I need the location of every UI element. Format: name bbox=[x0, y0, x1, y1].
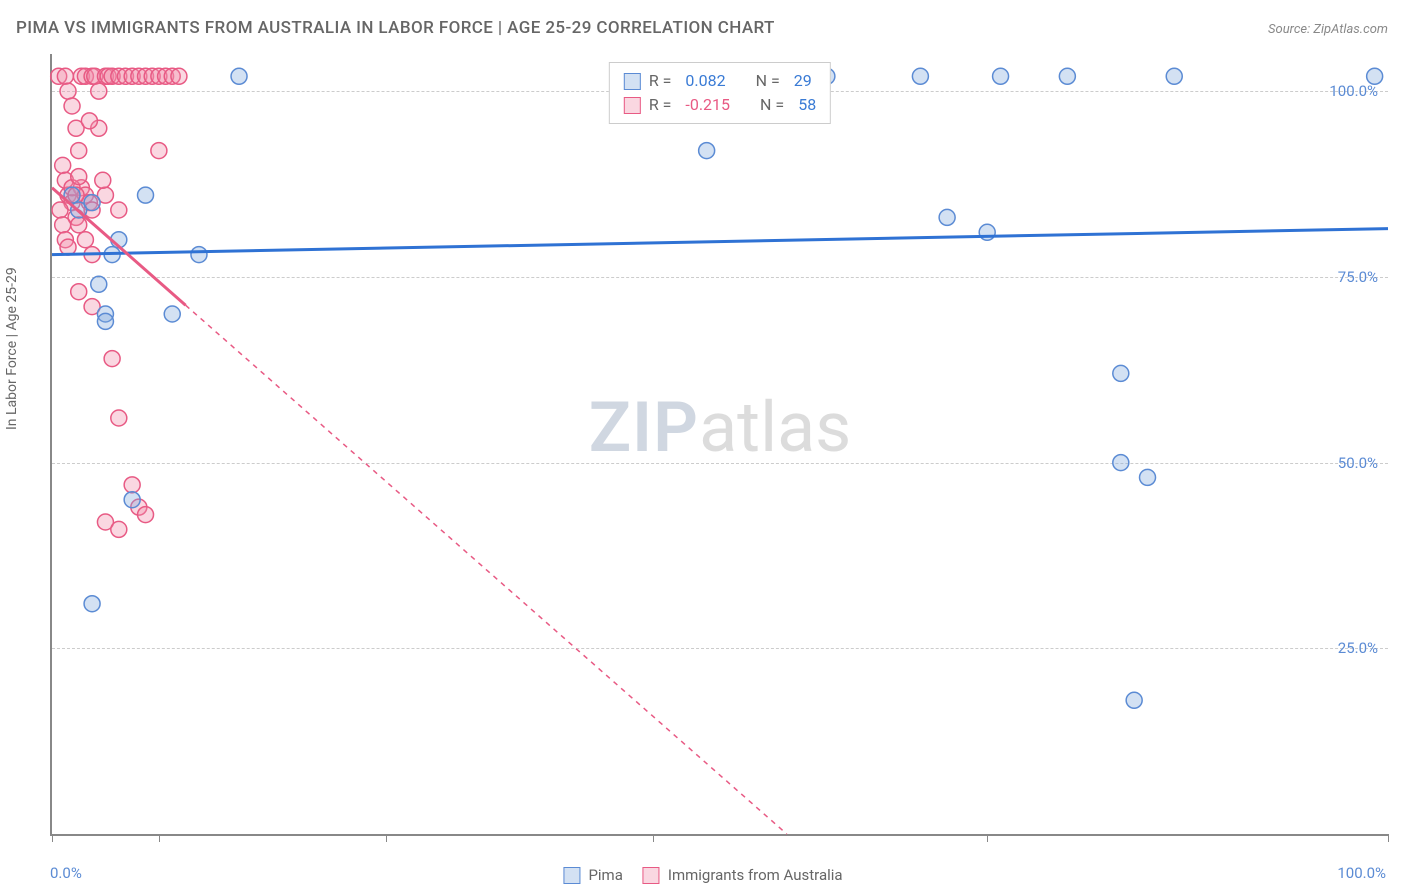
x-tick bbox=[1388, 834, 1389, 842]
scatter-point-blue bbox=[1113, 455, 1129, 471]
r-value-blue: 0.082 bbox=[685, 69, 725, 93]
scatter-point-pink bbox=[171, 68, 187, 84]
scatter-point-blue bbox=[164, 306, 180, 322]
r-label: R = bbox=[649, 69, 672, 93]
scatter-point-pink bbox=[95, 172, 111, 188]
scatter-point-pink bbox=[138, 507, 154, 523]
scatter-point-pink bbox=[111, 410, 127, 426]
trendline-blue bbox=[52, 229, 1388, 255]
legend-item-australia: Immigrants from Australia bbox=[643, 866, 843, 884]
scatter-point-blue bbox=[1367, 68, 1383, 84]
scatter-point-blue bbox=[191, 247, 207, 263]
stats-legend-box: R = 0.082 N = 29 R = -0.215 N = 58 bbox=[609, 62, 831, 124]
x-tick bbox=[386, 834, 387, 842]
n-label: N = bbox=[756, 69, 780, 93]
scatter-point-pink bbox=[71, 217, 87, 233]
scatter-point-blue bbox=[1140, 469, 1156, 485]
scatter-point-blue bbox=[912, 68, 928, 84]
scatter-point-blue bbox=[939, 209, 955, 225]
x-axis-min-label: 0.0% bbox=[50, 864, 82, 882]
stats-row-blue: R = 0.082 N = 29 bbox=[624, 69, 816, 93]
scatter-point-pink bbox=[55, 157, 71, 173]
x-tick bbox=[987, 834, 988, 842]
square-icon bbox=[624, 97, 641, 114]
scatter-point-blue bbox=[1126, 692, 1142, 708]
y-axis-label: In Labor Force | Age 25-29 bbox=[4, 267, 20, 430]
scatter-point-blue bbox=[1059, 68, 1075, 84]
scatter-point-blue bbox=[91, 276, 107, 292]
scatter-point-blue bbox=[84, 596, 100, 612]
stats-row-pink: R = -0.215 N = 58 bbox=[624, 93, 816, 117]
scatter-point-blue bbox=[97, 313, 113, 329]
bottom-legend: Pima Immigrants from Australia bbox=[563, 866, 842, 884]
square-icon bbox=[643, 867, 660, 884]
scatter-point-blue bbox=[84, 195, 100, 211]
scatter-point-blue bbox=[993, 68, 1009, 84]
legend-item-pima: Pima bbox=[563, 866, 622, 884]
scatter-point-blue bbox=[699, 143, 715, 159]
scatter-point-blue bbox=[1166, 68, 1182, 84]
scatter-point-pink bbox=[104, 351, 120, 367]
scatter-point-pink bbox=[151, 143, 167, 159]
x-axis-max-label: 100.0% bbox=[1337, 864, 1386, 882]
scatter-point-pink bbox=[60, 83, 76, 99]
scatter-point-pink bbox=[91, 83, 107, 99]
scatter-svg bbox=[52, 54, 1388, 834]
chart-title: PIMA VS IMMIGRANTS FROM AUSTRALIA IN LAB… bbox=[16, 18, 775, 38]
scatter-point-pink bbox=[64, 98, 80, 114]
square-icon bbox=[624, 73, 641, 90]
n-value-blue: 29 bbox=[794, 69, 812, 93]
scatter-point-blue bbox=[124, 492, 140, 508]
scatter-point-pink bbox=[71, 169, 87, 185]
trendline-pink-dashed bbox=[186, 305, 787, 834]
legend-label: Immigrants from Australia bbox=[668, 866, 843, 884]
x-tick bbox=[159, 834, 160, 842]
x-tick bbox=[52, 834, 53, 842]
r-label: R = bbox=[649, 93, 672, 117]
scatter-point-pink bbox=[77, 232, 93, 248]
square-icon bbox=[563, 867, 580, 884]
scatter-point-pink bbox=[111, 202, 127, 218]
scatter-point-pink bbox=[71, 143, 87, 159]
scatter-point-blue bbox=[231, 68, 247, 84]
x-tick bbox=[653, 834, 654, 842]
scatter-point-pink bbox=[124, 477, 140, 493]
scatter-point-pink bbox=[111, 521, 127, 537]
scatter-point-pink bbox=[81, 113, 97, 129]
scatter-point-pink bbox=[57, 68, 73, 84]
legend-label: Pima bbox=[588, 866, 622, 884]
n-label: N = bbox=[760, 93, 784, 117]
scatter-point-pink bbox=[71, 284, 87, 300]
scatter-point-blue bbox=[138, 187, 154, 203]
r-value-pink: -0.215 bbox=[685, 93, 730, 117]
scatter-point-pink bbox=[52, 202, 68, 218]
n-value-pink: 58 bbox=[798, 93, 816, 117]
plot-area: 25.0%50.0%75.0%100.0% ZIPatlas R = 0.082… bbox=[50, 54, 1388, 836]
scatter-point-blue bbox=[1113, 365, 1129, 381]
scatter-point-pink bbox=[55, 217, 71, 233]
source-attribution: Source: ZipAtlas.com bbox=[1268, 22, 1388, 37]
